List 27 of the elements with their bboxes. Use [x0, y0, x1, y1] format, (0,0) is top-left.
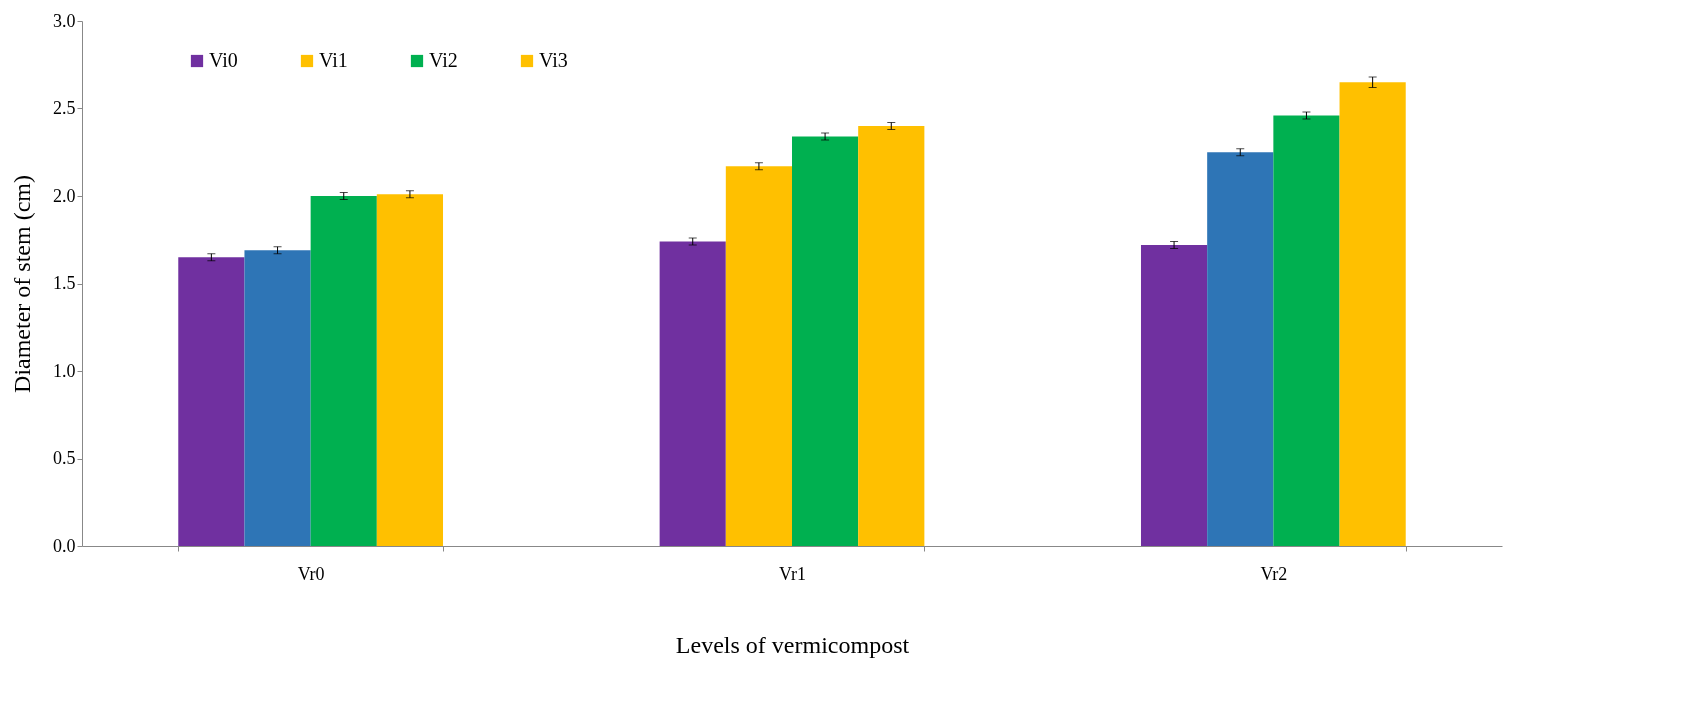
- legend-label: Vi0: [209, 49, 238, 71]
- bar: [792, 136, 859, 546]
- bar: [178, 257, 245, 546]
- y-tick-label: 3.0: [53, 10, 76, 31]
- bar: [858, 126, 925, 546]
- x-axis-title: Levels of vermicompost: [675, 631, 910, 658]
- legend-label: Vi1: [319, 49, 348, 71]
- x-tick-label: Vr2: [1260, 563, 1288, 584]
- bar: [1207, 152, 1274, 546]
- bar: [659, 241, 726, 546]
- bar: [1273, 115, 1340, 546]
- y-tick-label: 2.5: [53, 98, 76, 118]
- y-axis-title: Diameter of stem (cm): [9, 175, 35, 393]
- bar: [376, 194, 444, 546]
- legend-label: Vi3: [539, 49, 568, 71]
- y-tick-label: 1.0: [53, 360, 76, 381]
- legend-label: Vi2: [429, 49, 458, 71]
- y-tick-label: 0.0: [53, 535, 76, 556]
- y-tick-label: 1.5: [53, 273, 76, 293]
- x-tick-label: Vr0: [297, 563, 325, 584]
- bar: [310, 196, 377, 546]
- x-tick-label: Vr1: [779, 563, 806, 584]
- y-tick-label: 2.0: [53, 185, 76, 206]
- bar: [1140, 245, 1208, 546]
- bar: [1339, 82, 1406, 546]
- y-tick-label: 0.5: [53, 448, 76, 468]
- bar: [244, 250, 311, 546]
